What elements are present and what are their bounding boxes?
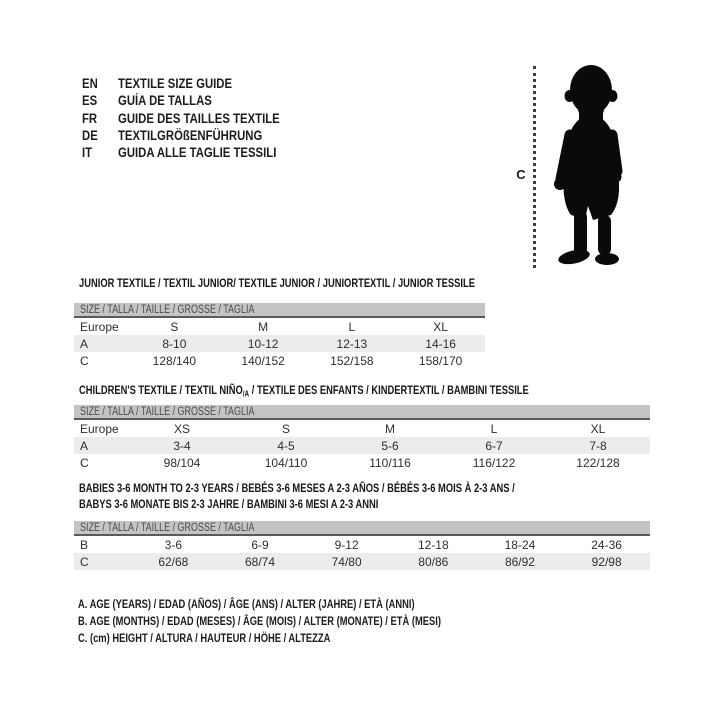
- table-cell: 3-4: [173, 438, 191, 453]
- size-header-label: SIZE / TALLA / TAILLE / GRÖSSE / TAGLIA: [80, 303, 255, 316]
- row-label: B: [80, 537, 89, 552]
- table-cell: 122/128: [576, 455, 620, 470]
- row-label: C: [80, 455, 89, 470]
- table-cell: L: [348, 319, 356, 334]
- table-cell: 14-16: [425, 336, 456, 351]
- table-row: C 98/104 104/110 110/116 116/122 122/128: [74, 454, 650, 471]
- language-code: FR: [82, 110, 98, 126]
- table-cell: 116/122: [472, 455, 516, 470]
- language-label: GUIDA ALLE TAGLIE TESSILI: [118, 145, 277, 161]
- table-cell: 10-12: [247, 336, 279, 351]
- row-label: A: [80, 438, 89, 453]
- legend-notes: A. AGE (YEARS) / EDAD (AÑOS) / ÂGE (ANS)…: [78, 595, 543, 647]
- table-row: B 3-6 6-9 9-12 12-18 18-24 24-36: [74, 536, 650, 553]
- table-cell: S: [281, 421, 290, 436]
- children-table-title: CHILDREN'S TEXTILE / TEXTIL NIÑO/A / TEX…: [79, 383, 529, 399]
- table-row: C 62/68 68/74 74/80 80/86 86/92 92/98: [74, 553, 650, 570]
- table-cell: 3-6: [164, 537, 182, 552]
- language-label: TEXTILGRÖßENFÜHRUNG: [118, 128, 263, 144]
- table-cell: L: [490, 421, 498, 436]
- table-cell: 92/98: [591, 554, 622, 569]
- language-label: GUÍA DE TALLAS: [118, 93, 212, 109]
- table-cell: XL: [433, 319, 448, 334]
- table-row: Europe S M L XL: [74, 318, 485, 335]
- table-cell: M: [258, 319, 269, 334]
- table-row: A 8-10 10-12 12-13 14-16: [74, 335, 485, 352]
- table-cell: 12-13: [336, 336, 368, 351]
- table-cell: S: [170, 319, 179, 334]
- size-header-bar: SIZE / TALLA / TAILLE / GRÖSSE / TAGLIA: [74, 303, 485, 318]
- table-cell: XL: [590, 421, 606, 436]
- language-row-en: EN TEXTILE SIZE GUIDE: [82, 75, 311, 92]
- table-cell: 140/152: [241, 353, 285, 368]
- table-cell: 8-10: [162, 336, 187, 351]
- table-cell: 6-9: [251, 537, 269, 552]
- height-measure-dotted-line: [533, 66, 536, 268]
- language-row-fr: FR GUIDE DES TAILLES TEXTILE: [82, 110, 311, 127]
- row-label: A: [80, 336, 89, 351]
- junior-table-title: JUNIOR TEXTILE / TEXTIL JUNIOR/ TEXTILE …: [79, 276, 475, 290]
- language-row-it: IT GUIDA ALLE TAGLIE TESSILI: [82, 144, 311, 161]
- legend-note-c: C. (cm) HEIGHT / ALTURA / HAUTEUR / HÖHE…: [78, 631, 331, 646]
- language-row-de: DE TEXTILGRÖßENFÜHRUNG: [82, 127, 311, 144]
- table-cell: 12-18: [417, 537, 449, 552]
- row-label: C: [80, 353, 89, 368]
- language-label: TEXTILE SIZE GUIDE: [118, 76, 233, 92]
- nino-a-subscript: /A: [242, 389, 250, 399]
- row-label: Europe: [80, 319, 119, 334]
- junior-table: SIZE / TALLA / TAILLE / GRÖSSE / TAGLIA …: [74, 303, 485, 369]
- language-code: ES: [82, 93, 98, 109]
- table-cell: 5-6: [381, 438, 399, 453]
- size-header-label: SIZE / TALLA / TAILLE / GRÖSSE / TAGLIA: [80, 521, 255, 534]
- table-cell: 86/92: [504, 554, 535, 569]
- table-cell: 68/74: [244, 554, 275, 569]
- language-label: GUIDE DES TAILLES TEXTILE: [118, 110, 280, 126]
- table-cell: 74/80: [331, 554, 362, 569]
- size-header-bar: SIZE / TALLA / TAILLE / GRÖSSE / TAGLIA: [74, 405, 650, 420]
- babies-table-title: BABIES 3-6 MONTH TO 2-3 YEARS / BEBÉS 3-…: [79, 481, 515, 511]
- table-row: Europe XS S M L XL: [74, 420, 650, 437]
- height-measure-label: C: [516, 167, 526, 182]
- row-label: C: [80, 554, 89, 569]
- table-cell: 98/104: [163, 455, 201, 470]
- table-cell: 4-5: [277, 438, 295, 453]
- table-row: C 128/140 140/152 152/158 158/170: [74, 352, 485, 369]
- table-cell: 110/116: [369, 455, 411, 470]
- table-cell: XS: [173, 421, 190, 436]
- table-cell: 158/170: [418, 353, 463, 368]
- table-cell: 9-12: [334, 537, 359, 552]
- table-cell: 128/140: [152, 353, 197, 368]
- size-header-bar: SIZE / TALLA / TAILLE / GRÖSSE / TAGLIA: [74, 521, 650, 536]
- table-cell: 7-8: [589, 438, 607, 453]
- legend-note-b: B. AGE (MONTHS) / EDAD (MESES) / ÂGE (MO…: [78, 613, 441, 628]
- children-table: SIZE / TALLA / TAILLE / GRÖSSE / TAGLIA …: [74, 405, 650, 471]
- table-row: A 3-4 4-5 5-6 6-7 7-8: [74, 437, 650, 454]
- table-cell: 24-36: [591, 537, 622, 552]
- language-code: IT: [82, 145, 93, 161]
- table-cell: 80/86: [418, 554, 449, 569]
- table-cell: M: [385, 421, 395, 436]
- language-code: DE: [82, 128, 98, 144]
- language-code: EN: [82, 76, 98, 92]
- size-header-label: SIZE / TALLA / TAILLE / GRÖSSE / TAGLIA: [80, 405, 255, 418]
- table-cell: 18-24: [504, 537, 536, 552]
- table-cell: 104/110: [264, 455, 308, 470]
- table-cell: 62/68: [158, 554, 189, 569]
- table-cell: 152/158: [330, 353, 374, 368]
- language-list: EN TEXTILE SIZE GUIDE ES GUÍA DE TALLAS …: [82, 75, 311, 161]
- legend-note-a: A. AGE (YEARS) / EDAD (AÑOS) / ÂGE (ANS)…: [78, 596, 415, 611]
- table-cell: 6-7: [485, 438, 503, 453]
- babies-table: SIZE / TALLA / TAILLE / GRÖSSE / TAGLIA …: [74, 521, 650, 570]
- toddler-silhouette-icon: [554, 65, 623, 265]
- language-row-es: ES GUÍA DE TALLAS: [82, 92, 311, 109]
- row-label: Europe: [80, 421, 119, 436]
